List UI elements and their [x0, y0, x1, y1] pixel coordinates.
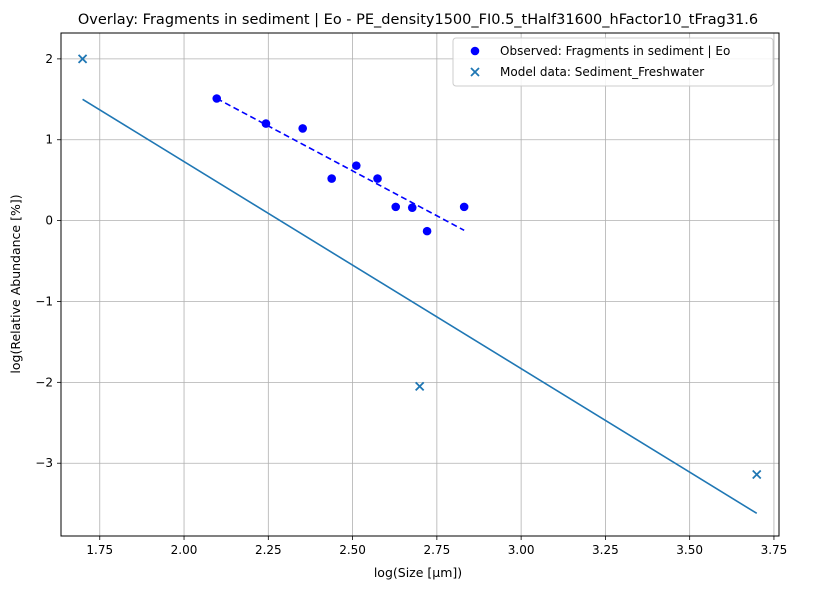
observed-point — [407, 203, 417, 212]
x-tick-label: 1.75 — [86, 543, 113, 557]
observed-point — [422, 226, 432, 236]
y-tick-label: 2 — [45, 52, 53, 66]
x-tick-label: 2.25 — [255, 543, 282, 557]
observed-point — [351, 161, 361, 170]
y-tick-label: −1 — [35, 294, 53, 308]
observed-point — [298, 124, 307, 133]
observed-fit-line — [216, 97, 465, 232]
y-tick-label: −3 — [35, 456, 53, 470]
model-point — [415, 381, 425, 392]
grid — [61, 33, 779, 536]
observed-point — [373, 174, 382, 183]
y-tick-label: 0 — [45, 214, 53, 228]
x-tick-label: 3.25 — [592, 543, 619, 557]
y-axis-label: log(Relative Abundance [%]) — [8, 194, 23, 373]
x-axis-label: log(Size [µm]) — [374, 565, 462, 580]
legend-marker-model — [470, 67, 480, 77]
chart-title: Overlay: Fragments in sediment | Eo - PE… — [78, 12, 758, 28]
axes-frame — [60, 32, 780, 537]
legend: Observed: Fragments in sediment | Eo Mode… — [452, 37, 774, 87]
x-tick-label: 2.75 — [423, 543, 450, 557]
y-tick-label: 1 — [45, 133, 53, 147]
observed-point — [212, 94, 222, 103]
model-point — [77, 54, 88, 64]
legend-box — [452, 37, 774, 87]
model-point — [752, 469, 762, 480]
x-tick-label: 3.50 — [676, 543, 703, 557]
x-tick-label: 2.50 — [339, 543, 366, 557]
x-axis: 1.75 2.00 2.25 2.50 2.75 3.00 3.25 3.50 3.75 — [86, 536, 787, 557]
observed-point — [391, 202, 401, 212]
model-fit-line — [82, 98, 758, 515]
y-tick-label: −2 — [35, 375, 53, 389]
observed-point — [459, 202, 469, 212]
x-tick-label: 2.00 — [171, 543, 198, 557]
y-axis: −3 −2 −1 0 1 2 — [35, 52, 61, 470]
observed-point — [261, 119, 271, 128]
legend-marker-observed — [470, 46, 480, 56]
observed-point — [327, 174, 336, 183]
x-tick-label: 3.75 — [761, 543, 788, 557]
plot-area — [77, 54, 762, 515]
legend-label: Observed: Fragments in sediment | Eo — [500, 44, 730, 58]
legend-label: Model data: Sediment_Freshwater — [500, 65, 704, 79]
x-tick-label: 3.00 — [508, 543, 535, 557]
